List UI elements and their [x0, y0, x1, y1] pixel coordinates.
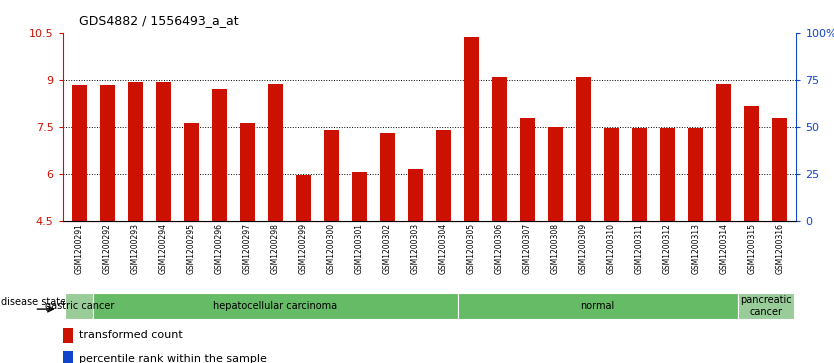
Point: [633, 77, 646, 83]
Bar: [63, 328, 73, 343]
Bar: [296, 175, 311, 221]
Point: [717, 49, 731, 54]
Point: [101, 47, 114, 53]
Point: [241, 77, 254, 83]
Bar: [575, 77, 591, 221]
Point: [465, 36, 478, 41]
Bar: [379, 133, 395, 221]
Bar: [436, 130, 451, 221]
Point: [493, 45, 506, 51]
Bar: [63, 351, 73, 363]
Point: [689, 77, 702, 83]
Point: [297, 90, 310, 96]
Bar: [268, 83, 284, 221]
Bar: [72, 85, 87, 221]
Point: [324, 77, 338, 83]
Text: normal: normal: [580, 301, 615, 311]
Text: gastric cancer: gastric cancer: [45, 301, 114, 311]
Text: disease state: disease state: [1, 297, 67, 307]
Point: [521, 52, 535, 58]
Point: [437, 49, 450, 54]
Point: [605, 77, 618, 83]
Text: hepatocellular carcinoma: hepatocellular carcinoma: [214, 301, 338, 311]
FancyBboxPatch shape: [458, 293, 737, 319]
Bar: [408, 168, 423, 221]
FancyBboxPatch shape: [93, 293, 458, 319]
Text: percentile rank within the sample: percentile rank within the sample: [79, 354, 267, 363]
Bar: [128, 82, 143, 221]
Point: [745, 68, 758, 73]
Bar: [100, 85, 115, 221]
Point: [73, 47, 86, 53]
Bar: [548, 127, 563, 221]
Bar: [324, 130, 339, 221]
Bar: [604, 128, 620, 221]
FancyBboxPatch shape: [65, 293, 93, 319]
Point: [409, 49, 422, 54]
Point: [577, 43, 590, 49]
Bar: [464, 37, 480, 221]
Bar: [492, 77, 507, 221]
Bar: [352, 172, 367, 221]
FancyBboxPatch shape: [737, 293, 794, 319]
Bar: [632, 128, 647, 221]
Point: [353, 88, 366, 94]
Point: [773, 47, 786, 53]
Bar: [239, 123, 255, 221]
Bar: [716, 83, 731, 221]
Bar: [183, 123, 199, 221]
Point: [128, 47, 142, 53]
Text: GDS4882 / 1556493_a_at: GDS4882 / 1556493_a_at: [79, 15, 239, 28]
Text: pancreatic
cancer: pancreatic cancer: [740, 295, 791, 317]
Point: [661, 77, 674, 83]
Bar: [156, 82, 171, 221]
Bar: [688, 128, 703, 221]
Point: [185, 77, 198, 83]
Bar: [520, 118, 535, 221]
Text: transformed count: transformed count: [79, 330, 183, 340]
Point: [157, 43, 170, 49]
Point: [549, 60, 562, 66]
Bar: [772, 118, 787, 221]
Point: [269, 58, 282, 64]
Point: [381, 83, 394, 89]
Bar: [212, 89, 227, 221]
Point: [213, 47, 226, 53]
Bar: [744, 106, 759, 221]
Bar: [660, 128, 676, 221]
